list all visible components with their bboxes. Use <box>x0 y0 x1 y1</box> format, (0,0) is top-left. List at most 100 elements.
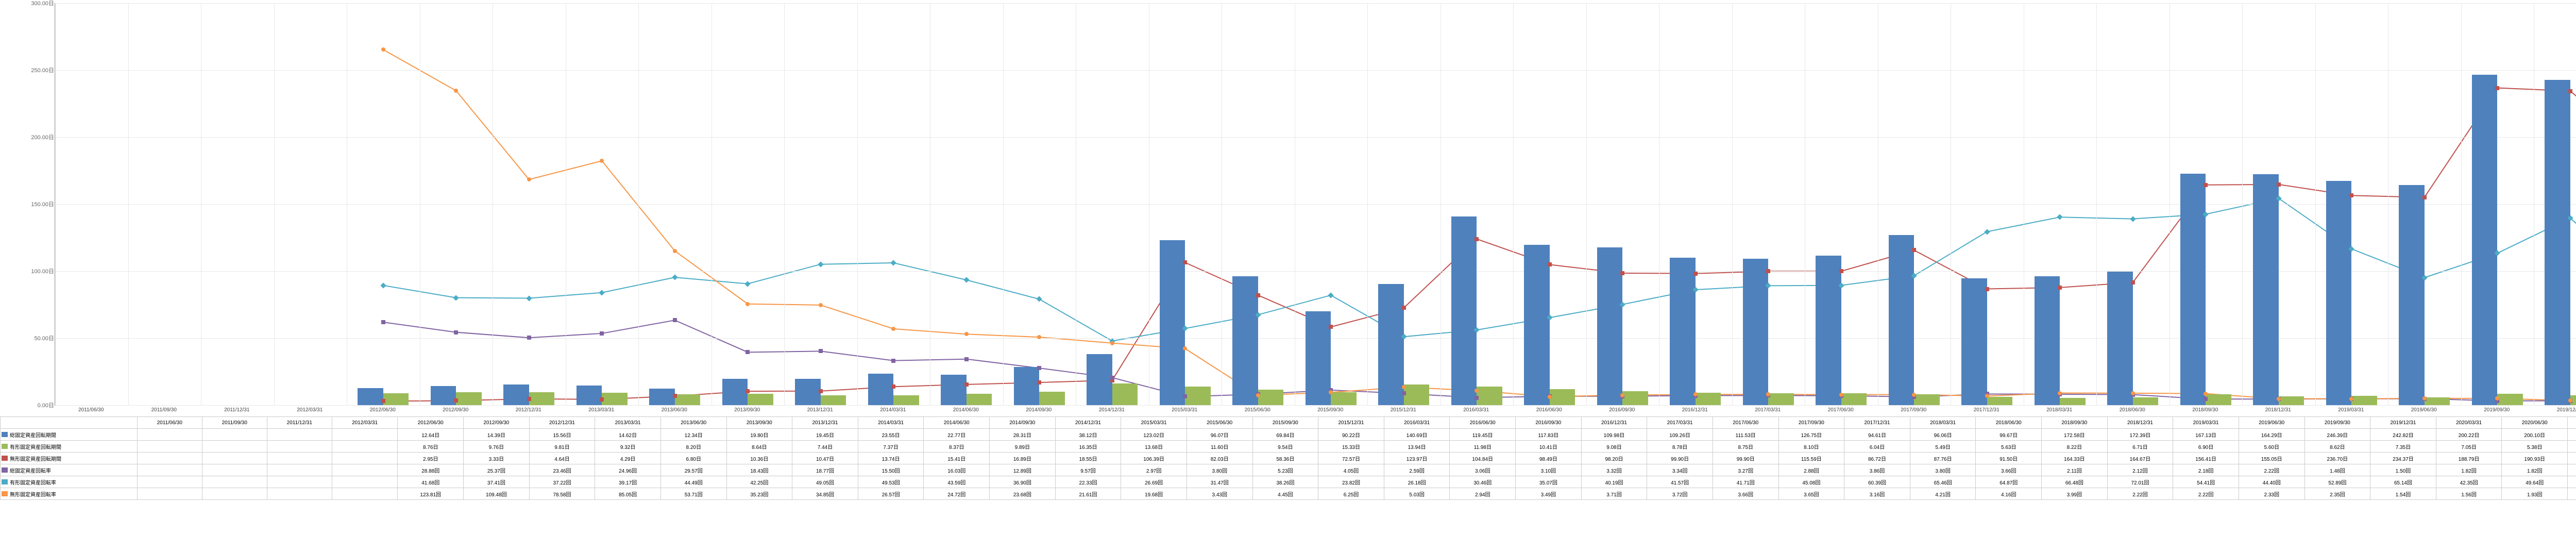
table-cell: 60.39回 <box>1844 476 1910 488</box>
table-cell: 15.41日 <box>924 453 990 464</box>
marker-mukei_kikan <box>1985 287 1989 291</box>
bar-soukotei_kikan <box>358 388 383 405</box>
table-cell: 7.35日 <box>2370 441 2436 453</box>
x-axis-label: 2019/12/31 <box>2557 407 2576 413</box>
marker-mukei_kaiten <box>600 159 604 163</box>
marker-mukei_kikan <box>600 397 604 402</box>
bar-soukotei_kikan <box>2107 272 2133 405</box>
table-cell: 65.46回 <box>1910 476 1976 488</box>
marker-soukotei_kaiten <box>381 320 385 324</box>
marker-mukei_kikan <box>2131 280 2135 285</box>
table-header-cell: 2017/06/30 <box>1713 417 1778 429</box>
bar-soukotei_kikan <box>1743 259 1769 405</box>
table-cell: 13.68日 <box>1121 441 1187 453</box>
x-axis-label: 2011/09/30 <box>151 407 177 413</box>
x-axis-label: 2013/06/30 <box>662 407 687 413</box>
table-cell: 10.41日 <box>1516 441 1582 453</box>
table-cell <box>137 441 202 453</box>
table-cell: 4.16回 <box>1976 488 2042 500</box>
table-cell: 23.46回 <box>529 464 595 476</box>
marker-yuukei_kaiten <box>963 277 969 282</box>
marker-mukei_kikan <box>1256 293 1260 297</box>
table-cell <box>202 464 267 476</box>
x-axis-label: 2011/06/30 <box>78 407 104 413</box>
table-cell: 1.48回 <box>2304 464 2370 476</box>
bar-soukotei_kikan <box>1451 216 1477 405</box>
series-label: 有形固定資産回転率 <box>1 476 138 488</box>
table-cell: 52.89回 <box>2304 476 2370 488</box>
table-cell <box>267 429 332 441</box>
table-cell: 64.87回 <box>1976 476 2042 488</box>
table-cell: 24.72回 <box>924 488 990 500</box>
table-cell: 19.68回 <box>1121 488 1187 500</box>
x-axis-label: 2018/06/30 <box>2120 407 2145 413</box>
bar-yuukei_kikan <box>529 392 555 406</box>
table-cell: 3.80回 <box>1187 464 1252 476</box>
bar-soukotei_kikan <box>1816 256 1841 405</box>
table-cell: 8.76日 <box>398 441 464 453</box>
bar-yuukei_kikan <box>1987 397 2013 405</box>
table-cell: 189.55日 <box>2568 453 2576 464</box>
fixed-asset-turnover-chart <box>55 3 2576 406</box>
table-cell: 2.33回 <box>2239 488 2304 500</box>
bar-soukotei_kikan <box>1524 245 1550 405</box>
table-cell: 5.17日 <box>2568 441 2576 453</box>
marker-soukotei_kaiten <box>1402 391 1406 395</box>
x-axis-label: 2014/03/31 <box>880 407 906 413</box>
table-cell: 2.22回 <box>2239 464 2304 476</box>
bar-soukotei_kikan <box>431 386 456 405</box>
marker-mukei_kaiten <box>673 249 677 253</box>
table-cell: 1.91回 <box>2568 488 2576 500</box>
table-cell: 15.33日 <box>1318 441 1384 453</box>
marker-mukei_kaiten <box>1475 389 1479 393</box>
table-header-cell: 2019/06/30 <box>2239 417 2304 429</box>
marker-soukotei_kaiten <box>964 357 969 361</box>
table-cell: 9.57回 <box>1055 464 1121 476</box>
table-cell: 7.44日 <box>792 441 858 453</box>
table-cell: 3.66回 <box>1976 464 2042 476</box>
table-cell <box>332 488 398 500</box>
marker-yuukei_kaiten <box>672 274 677 280</box>
marker-mukei_kaiten <box>819 303 823 307</box>
bar-yuukei_kikan <box>1404 384 1430 405</box>
x-axis-label: 2014/06/30 <box>953 407 979 413</box>
table-cell: 26.18回 <box>1384 476 1450 488</box>
table-cell: 2.12回 <box>2107 464 2173 476</box>
series-label: 無形固定資産回転率 <box>1 488 138 500</box>
table-cell: 15.50回 <box>858 464 924 476</box>
table-cell: 98.20日 <box>1581 453 1647 464</box>
x-axis-label: 2019/09/30 <box>2484 407 2510 413</box>
marker-mukei_kikan <box>1766 269 1770 273</box>
table-header-cell: 2015/06/30 <box>1187 417 1252 429</box>
table-cell: 3.80回 <box>1910 464 1976 476</box>
marker-mukei_kikan <box>819 389 823 393</box>
bar-soukotei_kikan <box>1087 354 1112 405</box>
x-axis-label: 2017/12/31 <box>1974 407 1999 413</box>
table-cell: 37.22回 <box>529 476 595 488</box>
marker-mukei_kaiten <box>2422 396 2427 400</box>
table-cell: 200.10日 <box>2502 429 2568 441</box>
marker-mukei_kaiten <box>381 47 385 52</box>
table-cell: 200.22日 <box>2436 429 2502 441</box>
bar-yuukei_kikan <box>967 394 992 405</box>
marker-soukotei_kaiten <box>600 331 604 336</box>
x-axis-label: 2019/06/30 <box>2411 407 2437 413</box>
table-cell: 8.37日 <box>924 441 990 453</box>
bar-yuukei_kikan <box>383 393 409 405</box>
bar-soukotei_kikan <box>2035 276 2060 405</box>
table-cell: 117.83日 <box>1516 429 1582 441</box>
table-cell <box>332 464 398 476</box>
table-cell: 9.89日 <box>990 441 1056 453</box>
marker-mukei_kaiten <box>1693 392 1698 396</box>
table-header-cell: 2019/12/31 <box>2370 417 2436 429</box>
table-cell: 5.49日 <box>1910 441 1976 453</box>
table-cell: 14.39日 <box>464 429 530 441</box>
table-cell: 53.71回 <box>660 488 726 500</box>
table-cell: 234.37日 <box>2370 453 2436 464</box>
table-cell: 1.56回 <box>2436 488 2502 500</box>
marker-mukei_kikan <box>1329 325 1333 329</box>
marker-soukotei_kaiten <box>1183 394 1187 398</box>
marker-yuukei_kaiten <box>599 290 605 295</box>
table-cell: 188.79日 <box>2436 453 2502 464</box>
marker-yuukei_kaiten <box>2130 216 2136 222</box>
